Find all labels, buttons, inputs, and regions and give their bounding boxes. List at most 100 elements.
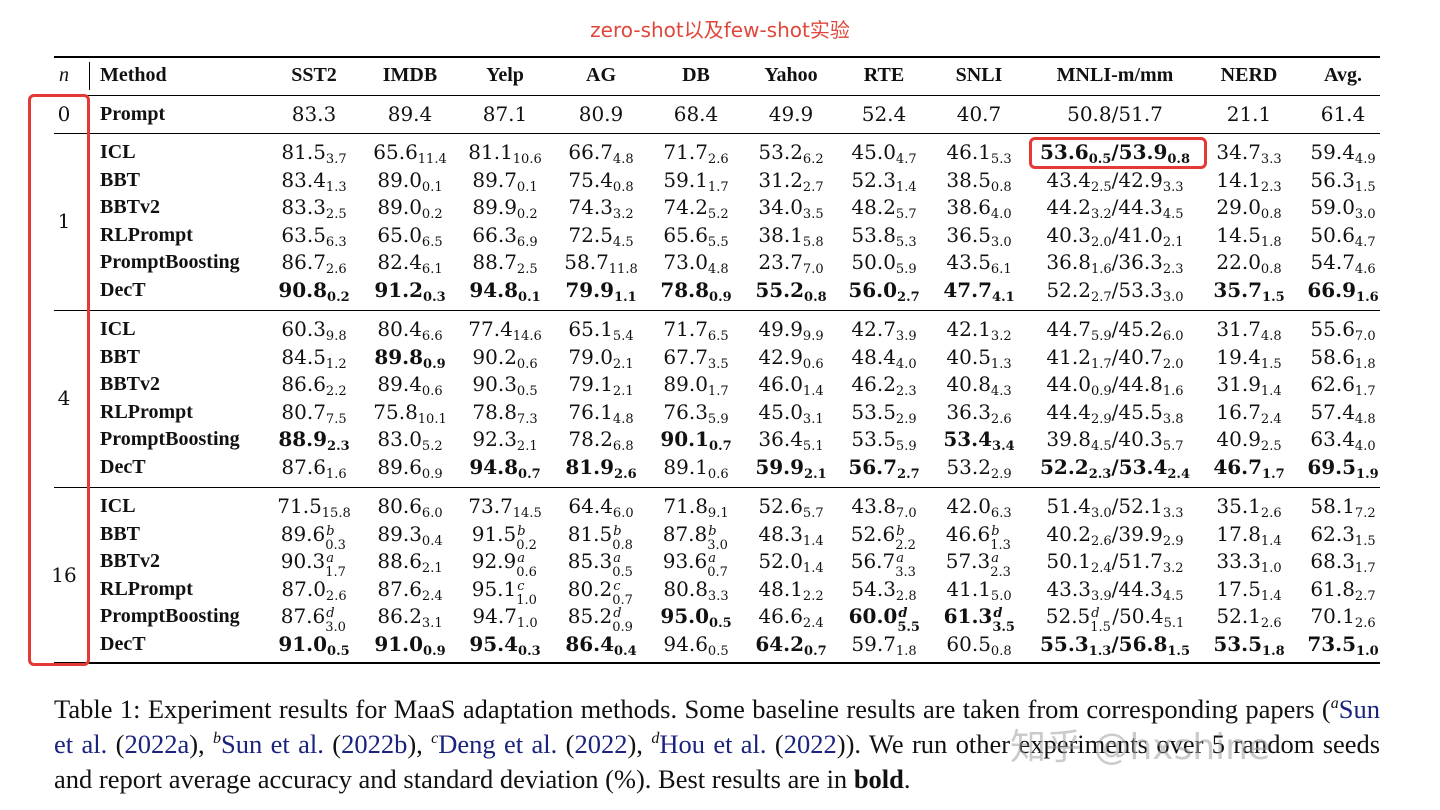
value: 90.3 xyxy=(280,549,326,574)
std-dev: 1.0 xyxy=(1356,644,1379,659)
std-dev: 2.1 xyxy=(804,467,827,482)
value: 68.3 xyxy=(1310,549,1355,574)
std-dev: 3.0 xyxy=(1354,207,1376,223)
column-header: Yelp xyxy=(486,64,524,86)
table-cell: 87.02.6 xyxy=(281,577,346,603)
table-cell: 55.31.3/56.81.5 xyxy=(1040,632,1190,659)
table-cell: 46.6 b 1.3 xyxy=(945,521,1013,553)
value: 44.8 xyxy=(1118,372,1163,397)
std-dev: 0.6 xyxy=(516,565,537,581)
value: 53.5 xyxy=(1213,632,1263,656)
value: 71.8 xyxy=(663,494,708,518)
table-cell: 52.01.4 xyxy=(758,549,823,575)
value: 38.1 xyxy=(758,222,803,247)
std-dev: 0.5 xyxy=(707,644,729,659)
std-dev: 1.7 xyxy=(707,179,729,195)
std-dev: 2.4 xyxy=(1260,411,1282,427)
std-dev: 2.6 xyxy=(325,262,347,278)
value: 73.5 xyxy=(1307,632,1357,656)
value: 62.6 xyxy=(1310,372,1355,397)
value: 53.4 xyxy=(943,427,993,452)
value: 95.4 xyxy=(469,632,519,656)
table-cell: 44.00.9/44.81.6 xyxy=(1046,372,1184,400)
citation-year-link[interactable]: 2022a xyxy=(124,729,190,759)
value: 60.5 xyxy=(946,632,991,656)
std-dev: 0.9 xyxy=(612,620,633,636)
table-cell: 52.4 xyxy=(862,102,907,126)
column-header: DB xyxy=(682,64,710,86)
table-cell: 87.61.6 xyxy=(281,455,346,481)
table-cell: 41.15.0 xyxy=(946,577,1011,603)
value: 42.9 xyxy=(1118,167,1163,192)
citation-link[interactable]: Sun et al. xyxy=(221,729,324,759)
table-cell: 33.31.0 xyxy=(1216,549,1281,575)
value: 42.1 xyxy=(946,317,991,341)
value: 46.6 xyxy=(945,521,991,546)
std-dev: 10.1 xyxy=(417,411,447,427)
value: 60.0 xyxy=(848,604,898,629)
citation-link[interactable]: Sun et al. xyxy=(54,694,1380,759)
value: 87.6 xyxy=(280,604,326,629)
value: 52.1 xyxy=(1216,604,1261,629)
value: 43.8 xyxy=(851,494,896,518)
table-cell: 66.91.6 xyxy=(1307,278,1379,305)
std-dev: 3.8 xyxy=(1162,411,1184,427)
footnote-marker: d xyxy=(993,606,1003,622)
std-dev: 2.0 xyxy=(1090,234,1112,250)
table-cell: 57.44.8 xyxy=(1310,400,1375,426)
std-dev: 0.9 xyxy=(421,467,443,482)
table-cell: 78.87.3 xyxy=(472,400,537,426)
citation-year-link[interactable]: 2022b xyxy=(341,729,408,759)
value: 36.8 xyxy=(1046,250,1091,275)
std-dev: 1.6 xyxy=(1356,290,1379,305)
std-dev: 0.8 xyxy=(612,179,634,195)
value: 84.5 xyxy=(281,344,326,369)
table-cell: 36.32.6 xyxy=(946,400,1011,426)
column-header: AG xyxy=(586,64,616,86)
table-cell: 40.32.0/41.02.1 xyxy=(1046,222,1184,250)
table-cell: 23.77.0 xyxy=(758,250,823,276)
citation-link[interactable]: Hou et al. xyxy=(659,729,767,759)
table-cell: 46.15.3 xyxy=(946,140,1011,166)
citation-year-link[interactable]: 2022 xyxy=(574,729,628,759)
value: 52.6 xyxy=(758,494,803,518)
citation-link[interactable]: Deng et al. xyxy=(438,729,558,759)
table-cell: 73.04.8 xyxy=(663,250,728,276)
table-cell: 17.81.4 xyxy=(1216,522,1281,548)
table-cell: 86.23.1 xyxy=(377,604,442,630)
column-header: SST2 xyxy=(291,64,337,86)
std-dev: 3.9 xyxy=(1090,588,1112,604)
value: 91.0 xyxy=(374,632,424,656)
std-dev: 0.9 xyxy=(423,644,446,659)
value: 74.3 xyxy=(568,195,613,220)
std-dev: 9.1 xyxy=(707,506,729,521)
table-cell: 89.40.6 xyxy=(377,372,442,398)
value: 31.7 xyxy=(1216,317,1261,341)
table-cell: 31.91.4 xyxy=(1216,372,1281,398)
value: 88.7 xyxy=(472,250,517,275)
std-dev: 2.0 xyxy=(1162,356,1184,372)
table-cell: 85.2 d 0.9 xyxy=(568,604,635,635)
table-cell: 94.71.0 xyxy=(472,604,538,632)
value: 55.2 xyxy=(755,278,805,302)
value: 71.5 xyxy=(277,494,322,518)
value: 52.1 xyxy=(1118,494,1163,518)
std-dev: 2.5 xyxy=(1260,439,1282,455)
std-dev: 3.3 xyxy=(1162,506,1184,521)
value: 86.2 xyxy=(377,604,422,629)
std-dev: 1.0 xyxy=(516,616,538,632)
footnote-marker: c xyxy=(517,578,525,594)
table-cell: 31.22.7 xyxy=(758,168,823,194)
value: 41.0 xyxy=(1118,222,1163,247)
std-dev: 5.8 xyxy=(802,234,824,250)
value: 40.3 xyxy=(1046,222,1091,247)
table-cell: 54.32.8 xyxy=(851,577,916,603)
value: 40.3 xyxy=(1118,427,1163,452)
value: 86.6 xyxy=(281,372,326,397)
value: 83.3 xyxy=(281,195,326,220)
value: 89.7 xyxy=(472,167,517,192)
table-cell: 95.00.5 xyxy=(660,604,731,630)
table-cell: 46.71.7 xyxy=(1213,455,1284,481)
value: 46.7 xyxy=(1213,455,1263,479)
citation-year-link[interactable]: 2022 xyxy=(783,729,837,759)
